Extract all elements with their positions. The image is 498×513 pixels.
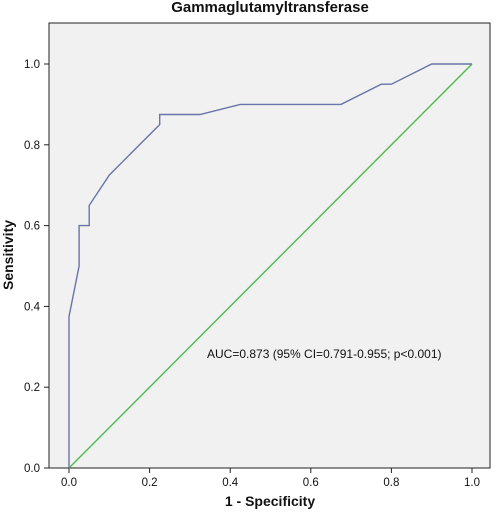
auc-annotation: AUC=0.873 (95% CI=0.791-0.955; p<0.001) (207, 347, 442, 361)
x-tick-label: 0.2 (142, 477, 158, 489)
x-tick-label: 0.6 (303, 477, 319, 489)
y-tick-label: 0.0 (24, 463, 40, 475)
x-tick-label: 1.0 (464, 477, 480, 489)
y-tick-label: 0.8 (24, 140, 40, 152)
y-tick-label: 1.0 (24, 59, 40, 71)
reference-line (68, 63, 473, 469)
x-axis-label: 1 - Specificity (225, 493, 315, 509)
plot-area (48, 22, 491, 469)
series-group (68, 63, 473, 469)
chart-title: Gammaglutamyltransferase (171, 0, 369, 16)
x-tick-label: 0.8 (383, 477, 399, 489)
x-tick-label: 0.4 (222, 477, 239, 489)
x-tick-label: 0.0 (61, 477, 77, 489)
y-tick-label: 0.6 (24, 221, 40, 233)
roc-curve-line (68, 63, 472, 468)
y-tick-label: 0.4 (24, 301, 41, 313)
y-axis-label: Sensitivity (0, 220, 16, 290)
y-tick-label: 0.2 (24, 382, 40, 394)
axis-ticks: 0.0 0.2 0.4 0.6 0.8 1.0 0.0 0.2 0.4 0.6 0.8 1.0 (24, 59, 480, 489)
